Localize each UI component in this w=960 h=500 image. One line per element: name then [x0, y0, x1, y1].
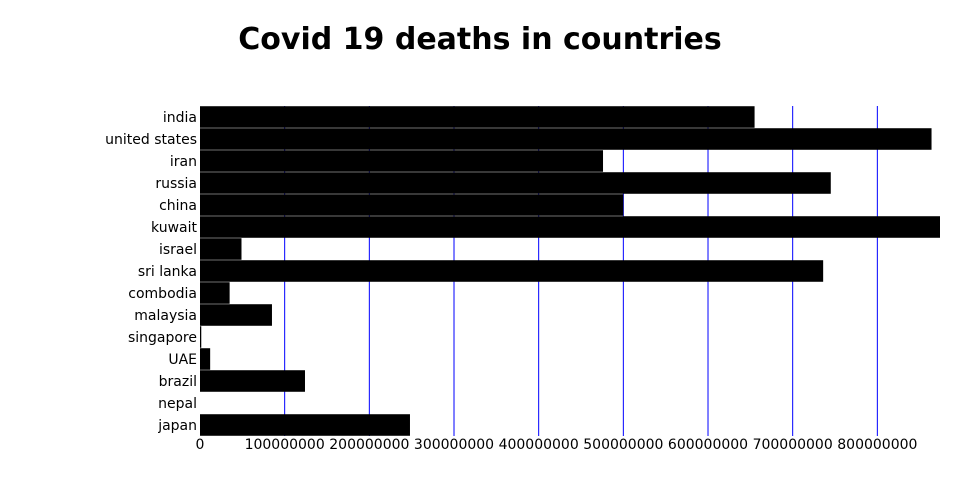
category-label-singapore: singapore: [128, 330, 197, 346]
category-label-kuwait: kuwait: [151, 220, 197, 236]
bar-brazil[interactable]: [200, 370, 305, 392]
category-label-india: india: [163, 110, 197, 126]
x-tick-label-700000000: 700000000: [753, 437, 833, 453]
bar-malaysia[interactable]: [200, 304, 272, 326]
x-tick-label-100000000: 100000000: [245, 437, 325, 453]
x-tick-label-800000000: 800000000: [837, 437, 917, 453]
bar-iran[interactable]: [200, 150, 604, 172]
category-label-malaysia: malaysia: [134, 308, 197, 324]
category-label-nepal: nepal: [158, 396, 197, 412]
bar-india[interactable]: [200, 106, 755, 128]
category-label-uae: UAE: [168, 352, 197, 368]
bar-japan[interactable]: [200, 414, 410, 436]
bar-uae[interactable]: [200, 348, 211, 370]
bar-israel[interactable]: [200, 238, 242, 260]
x-tick-label-400000000: 400000000: [499, 437, 579, 453]
category-label-sri-lanka: sri lanka: [138, 264, 197, 280]
bar-sri-lanka[interactable]: [200, 260, 824, 282]
category-label-iran: iran: [170, 154, 197, 170]
value-axis: 0 100000000 200000000 300000000 400000000 500…: [196, 437, 918, 453]
category-label-china: china: [159, 198, 197, 214]
x-tick-label-0: 0: [196, 437, 205, 453]
x-tick-label-600000000: 600000000: [668, 437, 748, 453]
x-tick-label-300000000: 300000000: [414, 437, 494, 453]
category-label-japan: japan: [157, 418, 197, 434]
category-label-brazil: brazil: [159, 374, 197, 390]
x-tick-label-500000000: 500000000: [583, 437, 663, 453]
category-label-russia: russia: [155, 176, 197, 192]
chart-title: Covid 19 deaths in countries: [238, 22, 722, 57]
category-label-united-states: united states: [105, 132, 197, 148]
category-label-combodia: combodia: [128, 286, 197, 302]
bar-singapore[interactable]: [200, 326, 202, 348]
bar-china[interactable]: [200, 194, 624, 216]
category-axis: india united states iran russia china kuwait i…: [105, 110, 197, 434]
bar-combodia[interactable]: [200, 282, 230, 304]
x-tick-label-200000000: 200000000: [329, 437, 409, 453]
bar-layer: [200, 106, 940, 436]
bar-united-states[interactable]: [200, 128, 932, 150]
bar-kuwait[interactable]: [200, 216, 940, 238]
category-label-israel: israel: [159, 242, 197, 258]
bar-russia[interactable]: [200, 172, 831, 194]
